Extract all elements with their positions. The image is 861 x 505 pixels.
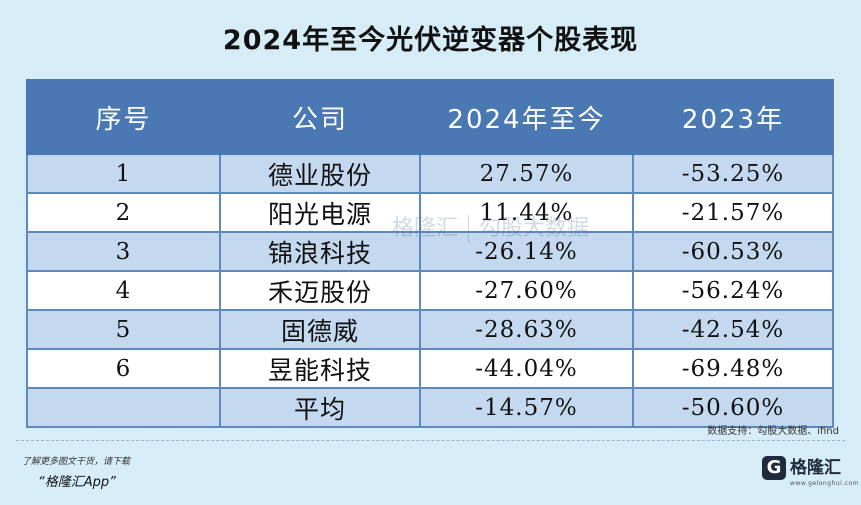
row-company: 平均: [219, 387, 421, 428]
row-index: [26, 387, 221, 428]
header-ytd: 2024年至今: [419, 79, 634, 155]
row-2023: -69.48%: [632, 348, 834, 389]
row-index: 1: [26, 153, 221, 194]
page-title: 2024年至今光伏逆变器个股表现: [222, 25, 639, 56]
row-company: 锦浪科技: [219, 231, 421, 272]
row-company: 阳光电源: [219, 192, 421, 233]
data-source-note: 数据支持：勾股大数据、ifind: [707, 426, 839, 437]
stock-performance-table: 序号 公司 2024年至今 2023年 1 德业股份 27.57% -53.25…: [26, 79, 834, 428]
row-ytd: -44.04%: [419, 348, 634, 389]
row-ytd: 11.44%: [419, 192, 634, 233]
row-2023: -60.53%: [632, 231, 834, 272]
table-header-row: 序号 公司 2024年至今 2023年: [26, 79, 834, 155]
row-index: 3: [26, 231, 221, 272]
row-ytd: -27.60%: [419, 270, 634, 311]
table-row: 6 昱能科技 -44.04% -69.48%: [26, 348, 834, 389]
row-2023: -50.60%: [632, 387, 834, 428]
row-ytd: 27.57%: [419, 153, 634, 194]
row-2023: -42.54%: [632, 309, 834, 350]
table-row-average: 平均 -14.57% -50.60%: [26, 387, 834, 428]
logo-mark-icon: G: [762, 456, 786, 480]
header-company: 公司: [219, 79, 421, 155]
brand-logo: G 格隆汇 www.gelonghui.com: [762, 456, 859, 490]
row-company: 昱能科技: [219, 348, 421, 389]
footer-divider: [16, 440, 845, 441]
row-2023: -21.57%: [632, 192, 834, 233]
table-row: 4 禾迈股份 -27.60% -56.24%: [26, 270, 834, 311]
table-row: 1 德业股份 27.57% -53.25%: [26, 153, 834, 194]
logo-text: 格隆汇: [790, 458, 841, 478]
row-ytd: -14.57%: [419, 387, 634, 428]
row-index: 6: [26, 348, 221, 389]
row-index: 5: [26, 309, 221, 350]
table-row: 5 固德威 -28.63% -42.54%: [26, 309, 834, 350]
table-row: 2 阳光电源 11.44% -21.57%: [26, 192, 834, 233]
row-ytd: -26.14%: [419, 231, 634, 272]
row-index: 2: [26, 192, 221, 233]
row-2023: -56.24%: [632, 270, 834, 311]
row-2023: -53.25%: [632, 153, 834, 194]
row-ytd: -28.63%: [419, 309, 634, 350]
row-index: 4: [26, 270, 221, 311]
header-2023: 2023年: [632, 79, 834, 155]
header-index: 序号: [26, 79, 221, 155]
row-company: 德业股份: [219, 153, 421, 194]
logo-url: www.gelonghui.com: [790, 480, 860, 487]
app-name: “格隆汇App”: [38, 475, 116, 490]
row-company: 禾迈股份: [219, 270, 421, 311]
row-company: 固德威: [219, 309, 421, 350]
table-row: 3 锦浪科技 -26.14% -60.53%: [26, 231, 834, 272]
promo-line: 了解更多图文干货，请下载: [22, 457, 131, 467]
